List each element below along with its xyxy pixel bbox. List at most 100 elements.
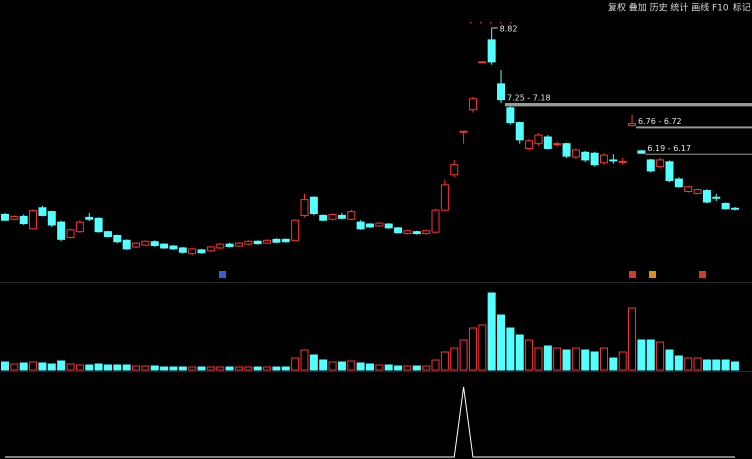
candle-body — [450, 164, 459, 176]
candle-body — [590, 152, 599, 166]
gap-label: 7.25 - 7.18 — [507, 94, 551, 103]
event-icons — [219, 271, 706, 278]
volume-bar — [712, 359, 721, 371]
volume-bar — [216, 366, 225, 371]
candle-body — [431, 209, 440, 233]
candle-body — [356, 221, 365, 230]
candle-body — [515, 122, 524, 141]
candle-body — [328, 213, 337, 220]
candle-body — [412, 231, 421, 235]
volume-bar — [263, 366, 272, 371]
indicator-line — [5, 386, 735, 458]
volume-bar — [628, 307, 637, 371]
candle-body — [57, 221, 66, 240]
candle-body — [394, 227, 403, 234]
candle-body — [347, 211, 356, 220]
toolbar-button[interactable]: F10 — [712, 4, 729, 14]
candle-body — [160, 243, 169, 249]
candle-body — [684, 186, 693, 193]
candle-body — [534, 134, 543, 145]
toolbar-button[interactable]: 画线 — [691, 2, 709, 14]
candle-body — [272, 238, 281, 243]
candle-body — [150, 241, 159, 247]
candle-body — [122, 239, 131, 250]
volume-bar — [702, 359, 711, 371]
volume-bar — [160, 366, 169, 371]
volume-bar — [506, 327, 515, 371]
volume-bar — [234, 366, 243, 371]
candle-body — [234, 242, 243, 247]
candle-body — [19, 215, 28, 225]
toolbar: 复权 叠加 历史 统计 画线 F10 标记 — [608, 2, 751, 14]
candle-body — [440, 184, 449, 211]
candle-body — [75, 221, 84, 233]
candle-body — [553, 143, 562, 146]
candle-body — [103, 231, 112, 237]
toolbar-button[interactable]: 标记 — [733, 2, 751, 14]
volume-bar — [581, 349, 590, 371]
volume-bar — [571, 347, 580, 371]
candle-body — [300, 199, 309, 216]
candle-body — [197, 249, 206, 254]
candle-body — [319, 214, 328, 221]
volume-bar — [244, 366, 253, 371]
gap-label: 6.76 - 6.72 — [638, 117, 682, 126]
volume-bar — [515, 334, 524, 371]
candle-body — [169, 245, 178, 250]
candle-body — [309, 196, 318, 215]
toolbar-button[interactable]: 统计 — [670, 2, 688, 14]
toolbar-button[interactable]: 复权 — [608, 2, 626, 14]
volume-bar — [375, 364, 384, 371]
candle-body — [337, 214, 346, 219]
volume-bar — [599, 347, 608, 371]
candle-body — [674, 178, 683, 188]
candle-body — [628, 123, 637, 126]
candle-body — [1, 213, 9, 221]
volume-bar — [85, 364, 94, 371]
volume-bar — [57, 360, 66, 371]
candle-body — [646, 159, 655, 172]
volume-bar — [281, 366, 290, 371]
volume-bar — [693, 357, 702, 371]
candle-body — [10, 215, 19, 220]
toolbar-button[interactable]: 历史 — [650, 2, 668, 14]
volume-bar — [66, 363, 75, 371]
volume-bar — [646, 339, 655, 371]
volume-bar — [459, 339, 468, 371]
volume-bar — [525, 339, 534, 371]
volume-bar — [609, 357, 618, 371]
volume-bar — [590, 351, 599, 371]
volume-bar — [403, 365, 412, 371]
volume-bar — [431, 359, 440, 371]
candle-body — [702, 190, 711, 203]
volume-bar — [29, 361, 38, 371]
volume-bar — [47, 363, 56, 371]
candle-body — [721, 202, 730, 210]
volume-bar — [272, 366, 281, 371]
candle-body — [263, 239, 272, 244]
volume-bar — [721, 359, 730, 371]
gap-band — [505, 103, 752, 107]
toolbar-button[interactable]: 叠加 — [629, 3, 647, 14]
candle-body — [497, 83, 506, 101]
volume-bar — [497, 314, 506, 371]
volume-bar — [731, 361, 739, 371]
candle-body — [468, 98, 477, 111]
candle-body — [543, 136, 552, 149]
volume-bar — [10, 363, 19, 371]
volume-bar — [356, 362, 365, 371]
candle-body — [422, 230, 431, 235]
candle-body — [291, 219, 300, 241]
candle-body — [66, 229, 75, 238]
volume-bar — [1, 361, 9, 371]
volume-bar — [113, 364, 122, 371]
candle-body — [253, 240, 262, 245]
volume-bar — [300, 349, 309, 371]
volume-bar — [188, 366, 197, 371]
volume-bar — [553, 347, 562, 371]
volume-bar — [38, 362, 47, 371]
candle-body — [599, 154, 608, 164]
candle-body — [47, 211, 56, 226]
volume-bar — [543, 345, 552, 371]
candle-body — [506, 107, 515, 124]
